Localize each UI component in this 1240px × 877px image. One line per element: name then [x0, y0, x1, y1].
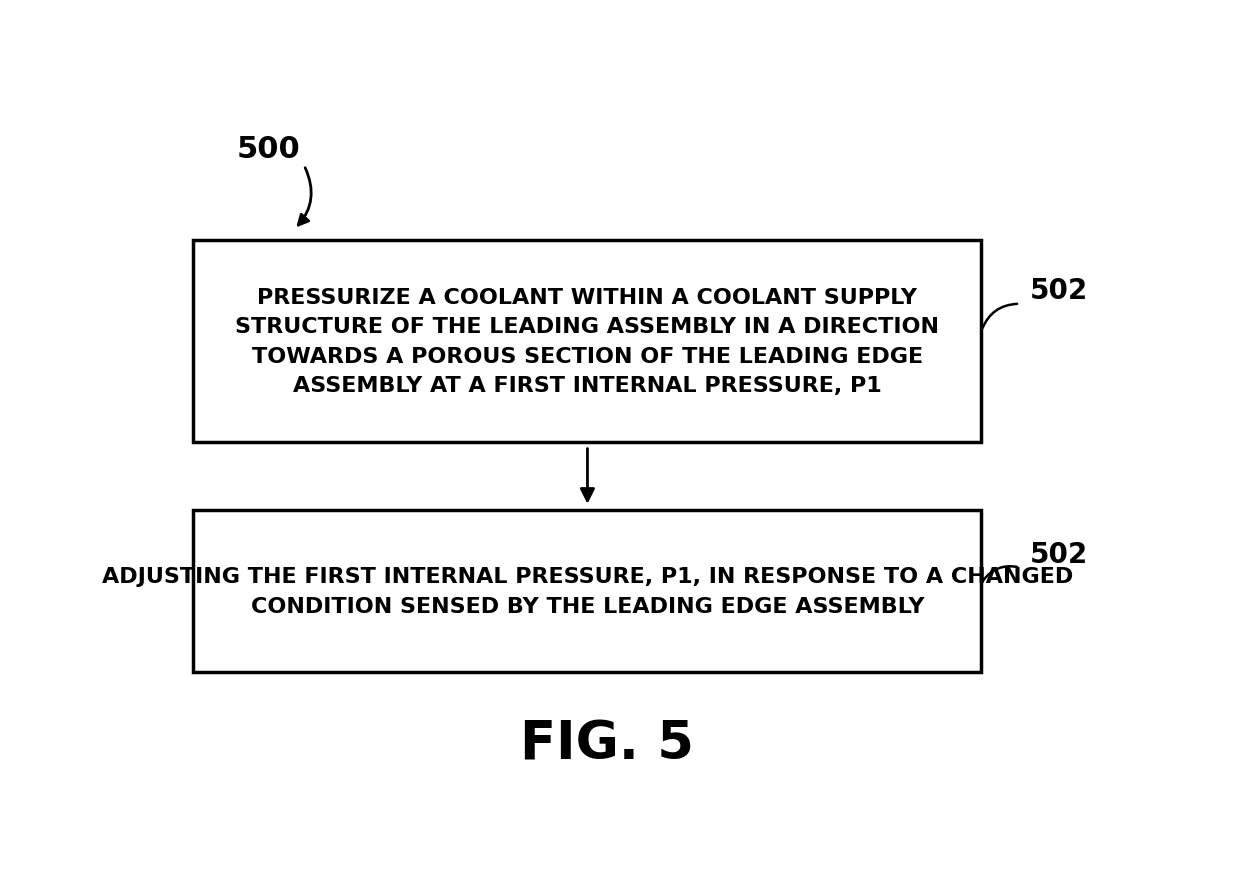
- Text: PRESSURIZE A COOLANT WITHIN A COOLANT SUPPLY
STRUCTURE OF THE LEADING ASSEMBLY I: PRESSURIZE A COOLANT WITHIN A COOLANT SU…: [236, 288, 940, 396]
- Bar: [193, 240, 982, 443]
- Text: 502: 502: [1029, 540, 1087, 568]
- Text: 500: 500: [237, 135, 300, 164]
- Text: 502: 502: [1029, 277, 1087, 305]
- Text: FIG. 5: FIG. 5: [520, 717, 693, 769]
- Bar: [193, 510, 982, 673]
- Text: ADJUSTING THE FIRST INTERNAL PRESSURE, P1, IN RESPONSE TO A CHANGED
CONDITION SE: ADJUSTING THE FIRST INTERNAL PRESSURE, P…: [102, 567, 1073, 617]
